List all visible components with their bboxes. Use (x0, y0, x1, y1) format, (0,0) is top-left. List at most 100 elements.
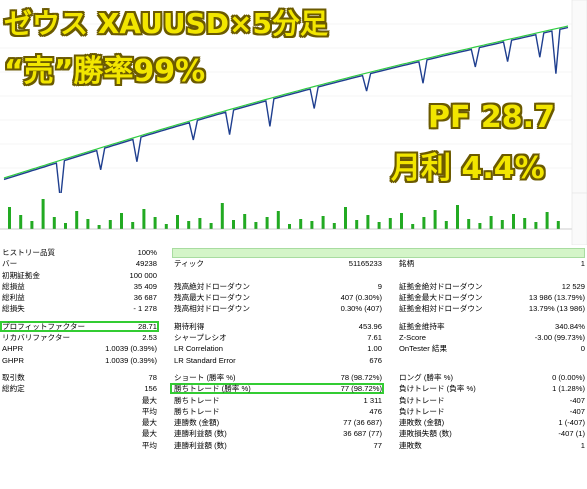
report-label: 連敗数 (金額) (399, 418, 445, 428)
report-value: 1 311 (363, 395, 382, 405)
volume-bar (545, 212, 549, 229)
report-label: 負けトレード (負率 %) (399, 384, 476, 394)
report-label: 勝ちトレード (174, 395, 220, 405)
report-row: 総損益 35 409 残高絶対ドローダウン 9 証拠金絶対ドローダウン 12 529 (0, 281, 587, 292)
volume-bar (299, 219, 303, 229)
volume-bar (108, 220, 112, 229)
report-label: OnTester 結果 (399, 344, 448, 354)
report-label: 勝ちトレード (174, 406, 220, 416)
report-row: 総約定 156 勝ちトレード (勝率 %) 77 (98.72%) 負けトレード (負率… (0, 383, 587, 395)
report-label: AHPR (2, 344, 24, 354)
report-value: 100 000 (129, 270, 157, 280)
volume-bar (86, 219, 90, 229)
report-label: 負けトレード (399, 395, 445, 405)
report-value: 676 (369, 355, 382, 365)
volume-bar (556, 221, 560, 229)
report-label: 連勝数 (金額) (174, 418, 220, 428)
equity-chart: ゼウス XAUUSD×5分足 “売”勝率99% PF 28.7 月利 4.4% (0, 0, 587, 194)
volume-bar (41, 199, 45, 229)
report-value: 1 (1.28%) (552, 384, 585, 394)
report-value: 453.96 (358, 321, 382, 331)
report-label: 期待利得 (174, 321, 205, 331)
report-label: 証拠金相対ドローダウン (399, 304, 483, 314)
report-label: 銘柄 (399, 259, 415, 269)
volume-bar (232, 220, 235, 229)
volume-bar (288, 224, 291, 229)
volume-bar (500, 220, 504, 229)
report-value: 77 (373, 440, 382, 450)
report-value: 156 (144, 384, 157, 394)
volume-bar (8, 207, 11, 229)
report-value: 0 (580, 344, 585, 354)
report-label: 証拠金維持率 (399, 321, 445, 331)
volume-bar (444, 221, 448, 229)
report-value: 77 (98.72%) (340, 384, 382, 394)
report-row: 平均 勝ちトレード 476 負けトレード -407 (0, 406, 587, 417)
volume-bar (433, 210, 437, 229)
report-row: ヒストリー品質 100% (0, 247, 587, 258)
report-label: 証拠金最大ドローダウン (399, 293, 483, 303)
report-row: 平均 連勝利益額 (数) 77 連敗数 1 (0, 440, 587, 451)
volume-bar (243, 214, 247, 229)
overlay-profit-factor: PF 28.7 (428, 100, 555, 135)
volume-bar (388, 218, 392, 229)
report-value: 78 (148, 372, 157, 382)
report-value: 12 529 (561, 281, 585, 291)
volume-bar (75, 211, 79, 229)
report-label: 勝ちトレード (勝率 %) (174, 384, 251, 394)
volume-bar (19, 215, 23, 229)
report-label: ティック (174, 259, 204, 269)
volume-bar (164, 224, 168, 229)
report-value: 35 409 (133, 281, 157, 291)
volume-bar (153, 217, 157, 229)
report-value: 0.30% (407) (340, 304, 382, 314)
volume-bar (198, 218, 202, 229)
volume-bar (131, 222, 135, 229)
overlay-win-rate: “売”勝率99% (4, 54, 206, 89)
report-label: 連敗損失額 (数) (399, 429, 452, 439)
report-label: LR Correlation (174, 344, 223, 354)
volume-bar (142, 209, 146, 229)
volume-bar (310, 221, 314, 229)
report-row: 最大 勝ちトレード 1 311 負けトレード -407 (0, 395, 587, 406)
report-value: 7.61 (367, 333, 382, 343)
report-value: - 1 278 (133, 304, 157, 314)
volume-bar (276, 211, 280, 229)
report-value: 2.53 (142, 333, 157, 343)
volume-bar (456, 205, 459, 229)
report-label: バー (2, 259, 18, 269)
report-label: 総損益 (2, 281, 25, 291)
report-row: 総損失 - 1 278 残高相対ドローダウン 0.30% (407) 証拠金相対ドローダ… (0, 303, 587, 314)
chart-grid (0, 0, 587, 193)
report-label: リカバリファクター (2, 333, 71, 343)
report-label: 総利益 (2, 293, 25, 303)
report-label: 連敗数 (399, 440, 422, 450)
history-quality-bar (172, 248, 585, 258)
volume-bar (411, 224, 415, 229)
report-label: プロフィットファクター (2, 321, 86, 331)
volume-bar (332, 223, 336, 229)
volume-bar (422, 217, 426, 229)
report-row: 初期証拠金 100 000 (0, 270, 587, 281)
report-value: 36 687 (133, 293, 157, 303)
equity-curve-graph (0, 0, 587, 193)
volume-graph (0, 193, 587, 245)
report-label: 連勝利益額 (数) (174, 429, 227, 439)
report-label: ショート (勝率 %) (174, 372, 236, 382)
volume-bar (344, 207, 347, 229)
report-value: -3.00 (99.73%) (534, 333, 585, 343)
volume-bars (8, 199, 560, 229)
volume-bar (523, 218, 527, 229)
report-value: 51165233 (348, 259, 382, 269)
volume-bar (220, 203, 224, 229)
volume-bar (512, 214, 515, 229)
report-label: 初期証拠金 (2, 270, 40, 280)
report-label: 連勝利益額 (数) (174, 440, 227, 450)
report-row: GHPR 1.0039 (0.39%) LR Standard Error 676 (0, 355, 587, 366)
report-value: 36 687 (77) (343, 429, 382, 439)
report-value: 平均 (141, 440, 157, 450)
volume-bar (209, 223, 213, 229)
report-row: 最大 連勝数 (金額) 77 (36 687) 連敗数 (金額) 1 (-407) (0, 417, 587, 428)
volume-bar (377, 222, 381, 229)
report-label: Z-Score (399, 333, 427, 343)
